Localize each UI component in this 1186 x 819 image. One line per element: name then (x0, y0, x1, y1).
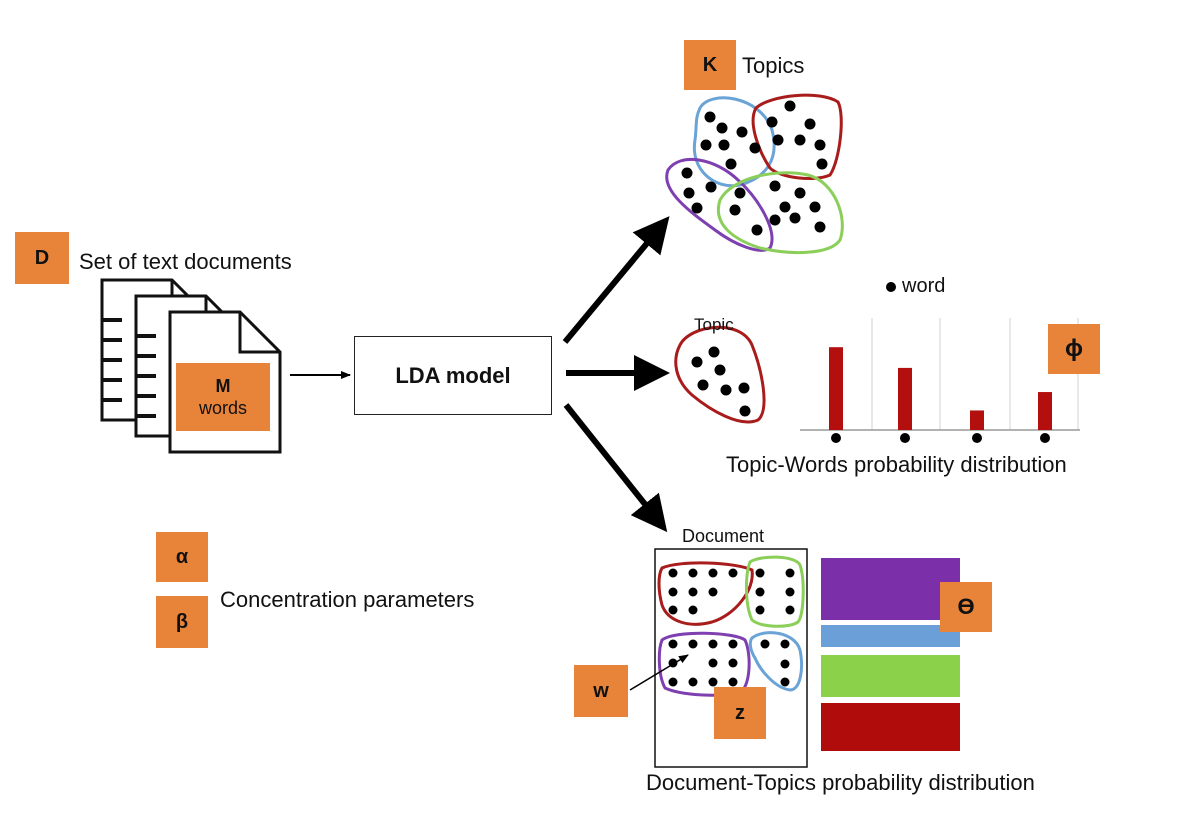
topic-blob-green (716, 171, 844, 255)
word-dot (900, 433, 910, 443)
word-dot (831, 433, 841, 443)
word-dot (1040, 433, 1050, 443)
single-topic (674, 325, 766, 424)
doc-topic-share-bar (821, 703, 960, 751)
doc-topics-stack (821, 558, 960, 751)
topic-words-chart (800, 318, 1080, 443)
concentration-label: Concentration parameters (220, 587, 475, 612)
doc-blob-red (657, 561, 754, 626)
topic-word-bar (829, 347, 843, 430)
badge-d: D (15, 232, 69, 284)
w-pointer-arrow (629, 654, 689, 691)
topic-blob-blue (692, 96, 776, 188)
document-lines (102, 318, 156, 418)
doc-topic-share-bar (821, 625, 960, 647)
topic-blob-red (751, 93, 843, 181)
badge-m-letter: M (215, 376, 231, 396)
lda-model-label: LDA model (395, 362, 511, 388)
topics-dots (681, 100, 828, 236)
arrow-model-to-doc-topics (563, 403, 668, 533)
badge-z: z (714, 687, 766, 739)
badge-m-words-text: words (198, 398, 247, 418)
topic-word-bar (970, 410, 984, 430)
topic-word-bar (898, 367, 912, 430)
badge-phi: ϕ (1048, 324, 1100, 374)
single-topic-label: Topic (694, 315, 734, 334)
topics-cluster (665, 93, 844, 255)
badge-m-words: M words (176, 363, 270, 431)
topics-label: Topics (742, 53, 805, 78)
document-topics-blobs (657, 555, 805, 697)
word-legend-dot (886, 282, 896, 292)
doc-topic-share-bar (821, 558, 960, 620)
badge-w: w (574, 665, 628, 717)
topic-words-caption: Topic-Words probability distribution (726, 452, 1067, 477)
lda-model-box: LDA model (354, 336, 552, 415)
document-dots (668, 568, 795, 687)
documents-label: Set of text documents (79, 249, 292, 274)
topic-blob-purple (665, 157, 774, 252)
doc-topic-share-bar (821, 655, 960, 697)
chart-word-dots (831, 433, 1050, 443)
topic-word-bar (1038, 392, 1052, 430)
word-dot (972, 433, 982, 443)
doc-topics-caption: Document-Topics probability distribution (646, 770, 1035, 795)
document-frame (654, 548, 808, 768)
word-legend-label: word (902, 275, 946, 297)
badge-k: K (684, 40, 736, 90)
document-label: Document (682, 526, 765, 546)
single-topic-blob (674, 325, 766, 424)
badge-beta: β (156, 596, 208, 648)
single-topic-dots (691, 346, 751, 417)
arrow-model-to-topics (562, 216, 670, 344)
doc-blob-blue (748, 631, 804, 692)
badge-theta: ϴ (940, 582, 992, 632)
badge-alpha: α (156, 532, 208, 582)
doc-blob-green (745, 555, 805, 628)
